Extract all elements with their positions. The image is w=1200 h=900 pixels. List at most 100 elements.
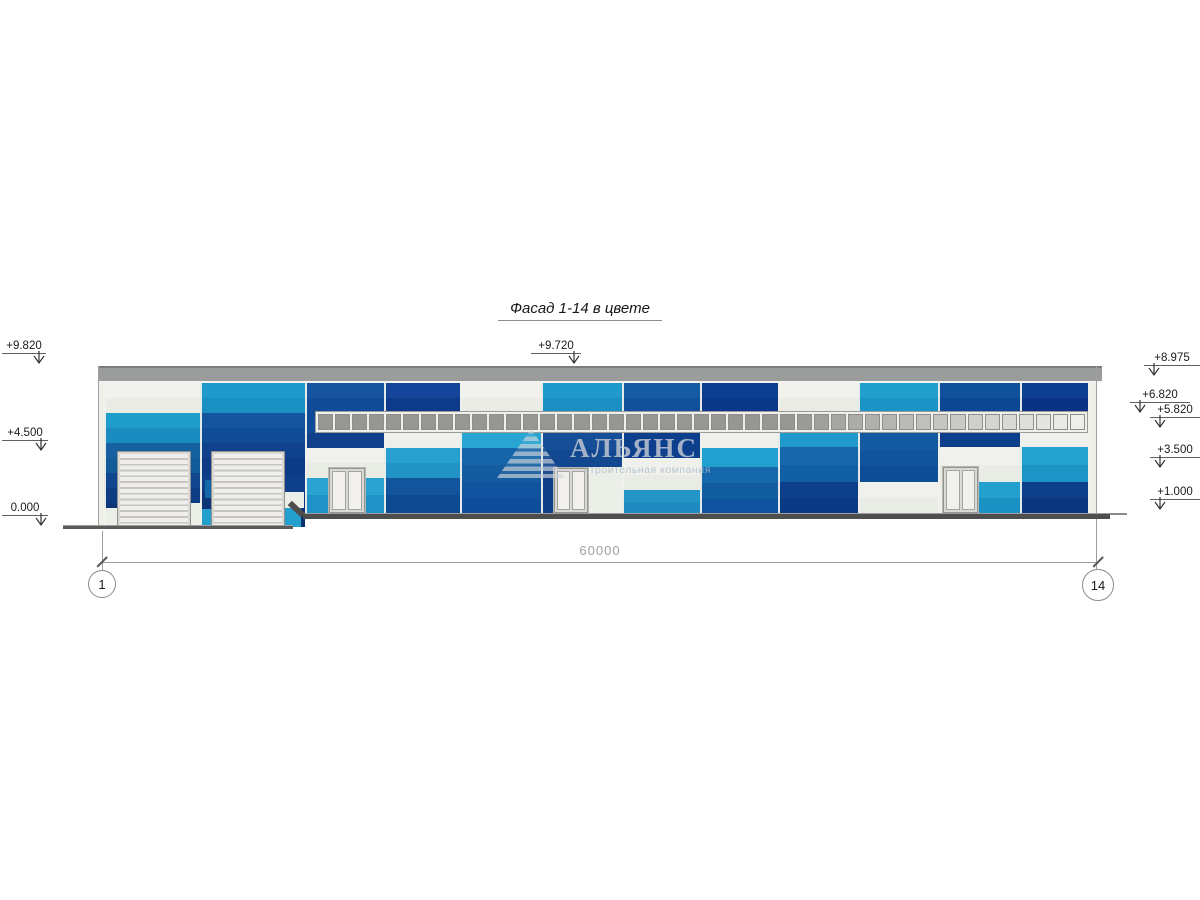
- panel-joint: [1020, 383, 1022, 513]
- elevation-marker: +4.500: [2, 427, 48, 452]
- facade-panel: [460, 498, 541, 513]
- facade-panel: [700, 398, 778, 413]
- axis-number-1: 1: [98, 576, 106, 592]
- elevation-marker: +9.720: [531, 340, 581, 365]
- facade-panel: [99, 383, 104, 527]
- double-entry-door: [553, 467, 589, 514]
- facade-panel: [1020, 433, 1088, 447]
- elevation-value: +5.820: [1150, 404, 1200, 418]
- facade-panel: [622, 458, 700, 475]
- facade-panel: [858, 433, 938, 450]
- facade-panel: [104, 428, 200, 443]
- facade-panel: [384, 448, 460, 463]
- parapet: [99, 366, 1102, 381]
- window-pane: [865, 414, 881, 430]
- facade-panel-patch: [1096, 366, 1097, 519]
- facade-panel: [541, 433, 622, 450]
- watermark-tagline: строительная компания: [584, 464, 711, 476]
- elevation-value: 0.000: [2, 502, 48, 516]
- elevation-value: +1.000: [1150, 486, 1200, 500]
- panel-joint: [460, 383, 462, 513]
- window-pane: [933, 414, 949, 430]
- facade-panel: [938, 398, 1020, 413]
- window-pane: [899, 414, 915, 430]
- window-pane: [437, 414, 453, 430]
- dimension-line: [102, 562, 1098, 563]
- window-pane: [762, 414, 778, 430]
- facade-panel: [778, 433, 858, 447]
- window-pane: [318, 414, 334, 430]
- facade-panel: [384, 463, 460, 478]
- window-pane: [352, 414, 368, 430]
- facade-panel: [778, 447, 858, 465]
- facade-panel: [384, 433, 460, 448]
- elevation-arrow-icon: [1148, 363, 1160, 377]
- facade-panel: [858, 482, 938, 498]
- panel-joint: [200, 383, 202, 527]
- facade-panel: [700, 383, 778, 398]
- facade-panel: [305, 433, 384, 448]
- extension-line-left: [102, 531, 103, 572]
- panel-joint: [858, 383, 860, 513]
- ground-line: [1110, 513, 1127, 515]
- window-pane: [1070, 414, 1086, 430]
- ground-line: [303, 514, 1110, 519]
- window-pane: [1001, 414, 1017, 430]
- facade-panel: [1088, 383, 1097, 513]
- facade-panel-patch: [588, 467, 622, 513]
- facade-panel: [700, 433, 778, 448]
- facade-panel: [622, 433, 700, 458]
- window-pane: [471, 414, 487, 430]
- double-entry-door: [328, 467, 366, 514]
- facade-panel-patch: [98, 366, 99, 527]
- facade-panel: [700, 448, 778, 467]
- ribbon-window: [315, 411, 1088, 433]
- facade-panel: [384, 398, 460, 413]
- window-pane: [454, 414, 470, 430]
- facade-panel: [938, 383, 1020, 398]
- window-pane: [557, 414, 573, 430]
- door-leaf: [557, 471, 570, 510]
- window-pane: [1035, 414, 1052, 430]
- facade-panel: [858, 450, 938, 466]
- elevation-marker: +6.820: [1130, 389, 1190, 414]
- dimension-total-label: 60000: [579, 543, 621, 558]
- facade-panel: [104, 398, 200, 413]
- door-leaf: [572, 471, 585, 510]
- elevation-value: +9.820: [2, 340, 46, 354]
- facade-panel: [622, 383, 700, 398]
- elevation-value: +8.975: [1144, 352, 1200, 366]
- facade-panel: [384, 478, 460, 495]
- elevation-marker: +5.820: [1150, 404, 1200, 429]
- window-pane: [608, 414, 624, 430]
- facade-panel: [938, 433, 1020, 447]
- window-pane: [335, 414, 351, 430]
- facade-panel: [622, 490, 700, 502]
- facade-panel: [700, 467, 778, 483]
- facade-panel: [858, 398, 938, 413]
- panel-joint: [622, 383, 624, 513]
- door-leaf: [946, 470, 960, 510]
- panel-joint: [1088, 383, 1090, 513]
- panel-joint: [384, 383, 386, 513]
- facade-panel: [1020, 482, 1088, 498]
- double-entry-door: [942, 466, 979, 514]
- watermark-name: АЛЬЯНС: [570, 433, 699, 463]
- axis-bubble-1: 1: [88, 570, 116, 598]
- facade-panel: [460, 398, 541, 413]
- window-pane: [711, 414, 727, 430]
- facade-panel: [541, 450, 622, 467]
- facade-panel: [384, 383, 460, 398]
- window-pane: [540, 414, 556, 430]
- facade-panel: [541, 383, 622, 398]
- facade-panel-patch: [188, 503, 202, 527]
- axis-bubble-14: 14: [1082, 569, 1114, 601]
- elevation-marker: +1.000: [1150, 486, 1200, 511]
- elevation-value: +9.720: [531, 340, 581, 354]
- panel-joint: [778, 383, 780, 513]
- facade-panel: [622, 398, 700, 413]
- elevation-arrow-icon: [35, 513, 47, 527]
- panel-joint: [938, 383, 940, 513]
- facade-panel: [622, 475, 700, 490]
